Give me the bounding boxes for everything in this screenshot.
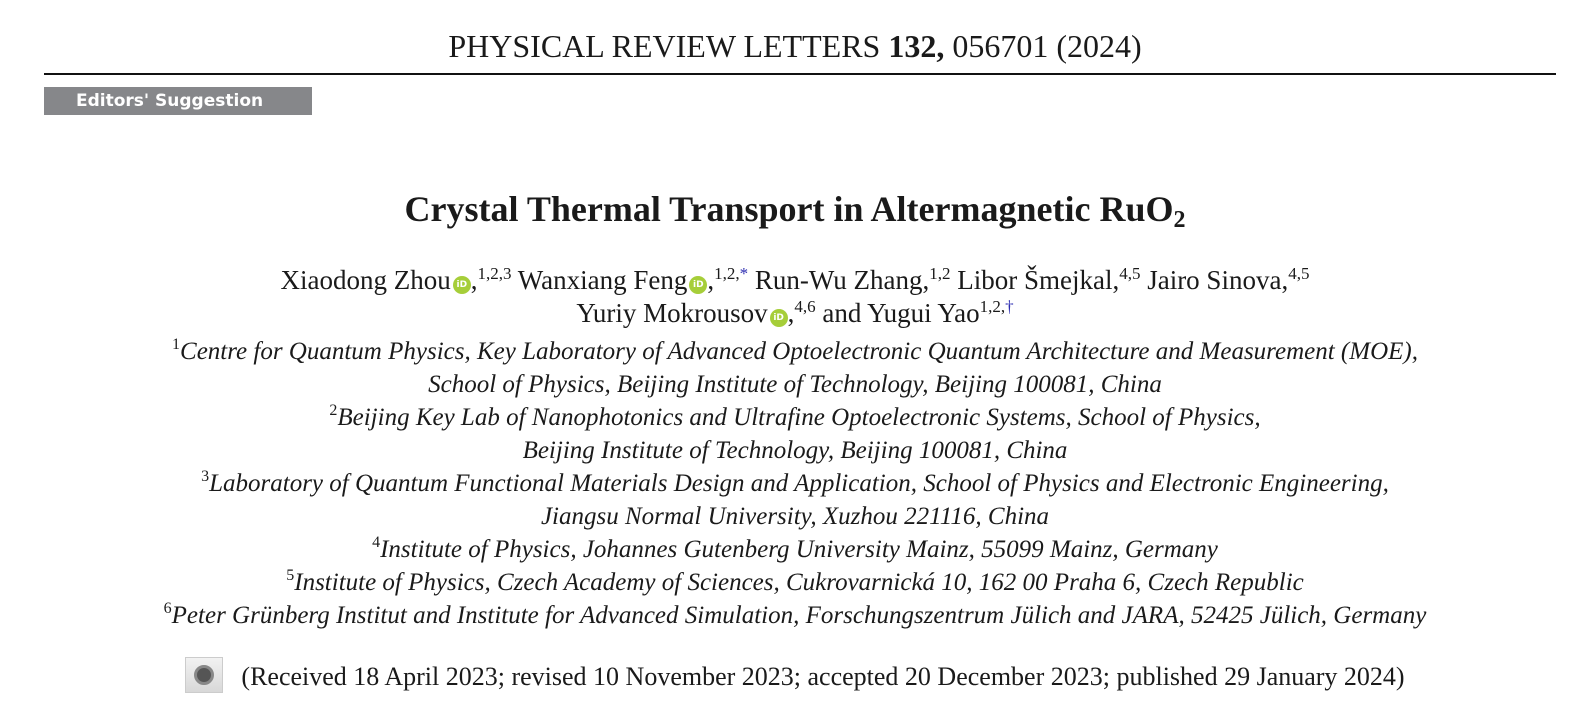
editors-suggestion-badge: Editors' Suggestion: [44, 87, 312, 115]
affiliation-text: Institute of Physics, Czech Academy of S…: [294, 569, 1304, 596]
affiliation-numbers: 4,5: [1288, 264, 1310, 283]
author-name[interactable]: Yugui Yao: [867, 298, 980, 328]
affiliation-numbers: 1,2: [929, 264, 951, 283]
affiliation-line: Jiangsu Normal University, Xuzhou 221116…: [0, 503, 1590, 531]
affiliation-number: 3: [201, 468, 210, 485]
affiliation-numbers: 1,2,: [979, 297, 1006, 316]
affiliation-marks: 4,6: [794, 297, 815, 316]
author-name[interactable]: Xiaodong Zhou: [280, 265, 451, 295]
author-name[interactable]: Run-Wu Zhang: [754, 265, 923, 295]
affiliation-line: 4Institute of Physics, Johannes Gutenber…: [0, 534, 1590, 564]
affiliation-text: Jiangsu Normal University, Xuzhou 221116…: [540, 503, 1050, 530]
author-name[interactable]: Jairo Sinova: [1147, 265, 1282, 295]
affiliation-text: School of Physics, Beijing Institute of …: [428, 371, 1162, 398]
affiliation-number: 1: [172, 336, 181, 353]
affiliation-numbers: 1,2,: [714, 264, 740, 283]
affiliation-text: Institute of Physics, Johannes Gutenberg…: [380, 536, 1218, 563]
orcid-icon[interactable]: iD: [452, 276, 471, 294]
orcid-icon[interactable]: iD: [689, 276, 708, 294]
affiliation-text: Peter Grünberg Institut and Institute fo…: [171, 602, 1427, 629]
affiliation-number: 4: [372, 534, 381, 551]
affiliation-numbers: 1,2,3: [477, 264, 512, 283]
affiliation-text: Centre for Quantum Physics, Key Laborato…: [180, 338, 1418, 365]
journal-name: PHYSICAL REVIEW LETTERS: [448, 28, 881, 64]
affiliation-numbers: 4,6: [794, 297, 816, 316]
affiliation-marks: 4,5: [1288, 264, 1309, 283]
corresponding-mark[interactable]: *: [739, 264, 749, 283]
author-name[interactable]: Libor Šmejkal: [957, 265, 1113, 295]
paper-title: Crystal Thermal Transport in Altermagnet…: [0, 188, 1590, 233]
journal-volume: 132,: [888, 28, 945, 64]
author-line-1: Xiaodong Zhou iD ,1,2,3 Wanxiang Feng iD ,1,…: [280, 264, 1310, 295]
author-name[interactable]: Wanxiang Feng: [517, 265, 688, 295]
header-rule: [44, 73, 1556, 75]
title-subscript: 2: [1173, 207, 1186, 233]
affiliation-marks: 1,2,3: [478, 264, 512, 283]
affiliation-numbers: 4,5: [1119, 264, 1141, 283]
affiliation-text: Beijing Institute of Technology, Beijing…: [522, 437, 1068, 464]
crossmark-icon[interactable]: [185, 657, 224, 693]
affiliation-line: 6Peter Grünberg Institut and Institute f…: [0, 600, 1590, 630]
affiliation-number: 5: [286, 567, 295, 584]
affiliation-line: School of Physics, Beijing Institute of …: [0, 371, 1590, 399]
affiliation-text: Laboratory of Quantum Functional Materia…: [209, 470, 1389, 497]
affiliation-marks: 1,2,*: [714, 264, 748, 283]
received-line: (Received 18 April 2023; revised 10 Nove…: [0, 657, 1590, 693]
and-text: and: [822, 298, 862, 328]
affiliation-text: Beijing Key Lab of Nanophotonics and Ult…: [337, 404, 1261, 431]
affiliation-line: Beijing Institute of Technology, Beijing…: [0, 437, 1590, 465]
affiliation-marks: 1,2: [929, 264, 950, 283]
affiliation-line: 1Centre for Quantum Physics, Key Laborat…: [0, 336, 1590, 366]
affiliation-line: 2Beijing Key Lab of Nanophotonics and Ul…: [0, 402, 1590, 432]
corresponding-mark[interactable]: †: [1005, 297, 1014, 316]
author-name[interactable]: Yuriy Mokrousov: [576, 298, 768, 328]
title-text: Crystal Thermal Transport in Altermagnet…: [404, 189, 1174, 229]
author-line-2: Yuriy Mokrousov iD ,4,6 and Yugui Yao1,2,†: [576, 297, 1014, 328]
article-number: 056701 (2024): [952, 28, 1142, 64]
journal-header: PHYSICAL REVIEW LETTERS 132, 056701 (202…: [0, 28, 1590, 65]
received-dates: (Received 18 April 2023; revised 10 Nove…: [241, 662, 1405, 691]
orcid-icon[interactable]: iD: [769, 309, 788, 327]
affiliation-number: 6: [163, 600, 172, 617]
affiliation-line: 5Institute of Physics, Czech Academy of …: [0, 567, 1590, 597]
affiliation-number: 2: [329, 402, 338, 419]
affiliation-marks: 4,5: [1119, 264, 1140, 283]
affiliation-line: 3Laboratory of Quantum Functional Materi…: [0, 468, 1590, 498]
affiliation-marks: 1,2,†: [980, 297, 1014, 316]
